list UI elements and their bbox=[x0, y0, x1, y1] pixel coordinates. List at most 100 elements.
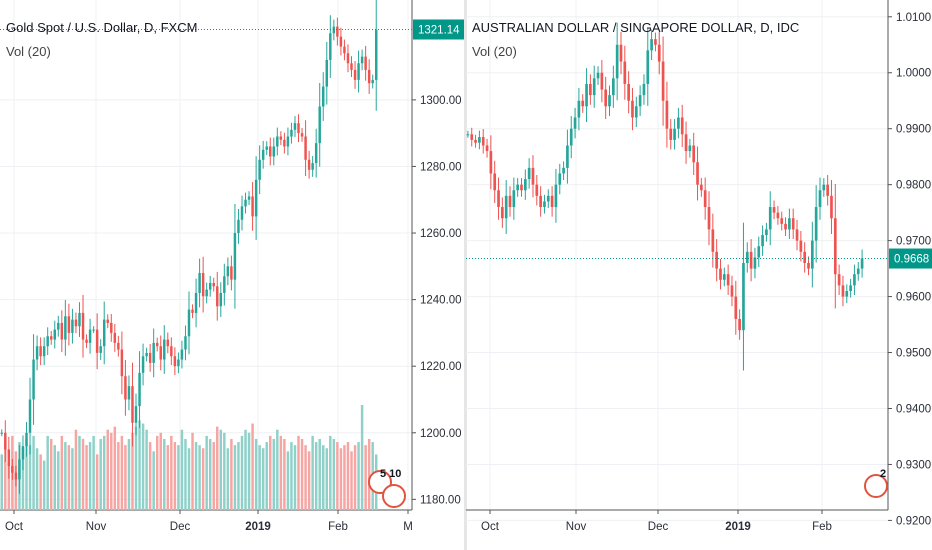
candle-body bbox=[95, 329, 99, 353]
volume-bar bbox=[113, 426, 117, 510]
y-tick-label: 0.9500 bbox=[896, 348, 931, 360]
candle-body bbox=[619, 44, 623, 62]
flag-us-icon[interactable] bbox=[382, 484, 406, 508]
volume-bar bbox=[350, 451, 353, 510]
volume-bar bbox=[212, 442, 215, 510]
candle-body bbox=[562, 167, 565, 174]
candle-body bbox=[711, 229, 715, 252]
volume-bar bbox=[170, 435, 173, 510]
volume-bar bbox=[293, 445, 297, 510]
candle-body bbox=[141, 356, 145, 373]
volume-bar bbox=[173, 442, 177, 510]
candle-body bbox=[535, 184, 539, 196]
candle-body bbox=[554, 184, 558, 208]
volume-bar bbox=[32, 435, 35, 510]
y-tick-label: 1220.00 bbox=[420, 361, 462, 373]
volume-bar bbox=[339, 448, 343, 510]
candle-body bbox=[654, 39, 657, 45]
candle-body bbox=[353, 69, 357, 80]
candle-body bbox=[21, 446, 25, 460]
volume-bar bbox=[201, 448, 205, 510]
volume-bar bbox=[279, 435, 283, 510]
volume-bar bbox=[110, 432, 113, 510]
candle-body bbox=[314, 143, 318, 164]
x-tick-label: Feb bbox=[812, 521, 832, 533]
candle-body bbox=[251, 196, 254, 217]
candle-body bbox=[611, 78, 615, 96]
volume-bar bbox=[325, 448, 329, 510]
gold-chart-pane[interactable]: 1300.00 1280.00 1260.00 1240.00 1220.00 1200.… bbox=[0, 0, 466, 550]
candle-body bbox=[35, 346, 39, 360]
candle-body bbox=[692, 145, 696, 163]
candle-body bbox=[680, 117, 684, 135]
candle-body bbox=[230, 266, 233, 280]
volume-bar bbox=[194, 442, 198, 510]
candle-body bbox=[650, 39, 653, 51]
candle-body bbox=[134, 406, 138, 423]
candle-body bbox=[512, 190, 516, 208]
volume-bar bbox=[332, 438, 336, 510]
candle-body bbox=[247, 196, 251, 200]
volume-bar bbox=[360, 405, 364, 510]
volume-bar bbox=[272, 438, 276, 510]
volume-bar bbox=[145, 429, 148, 510]
volume-bar bbox=[357, 442, 360, 510]
candle-body bbox=[596, 72, 600, 79]
audsgd-chart-canvas[interactable]: 1.0100 1.0000 0.9900 0.9800 0.9700 0.9600 0.95… bbox=[466, 0, 932, 550]
y-tick-label: 0.9400 bbox=[896, 403, 931, 415]
candle-body bbox=[745, 251, 749, 263]
volume-bar bbox=[7, 463, 11, 510]
x-tick-label: Oct bbox=[5, 521, 24, 533]
candle-body bbox=[46, 336, 49, 347]
y-tick-label: 0.9800 bbox=[896, 180, 931, 192]
volume-bar bbox=[71, 448, 74, 510]
audsgd-chart-title: AUSTRALIAN DOLLAR / SINGAPORE DOLLAR, D,… bbox=[472, 20, 800, 35]
candle-body bbox=[25, 432, 28, 447]
candle-body bbox=[216, 286, 219, 307]
candle-body bbox=[293, 123, 297, 130]
candle-body bbox=[110, 322, 113, 333]
flag-au-icon[interactable] bbox=[864, 474, 888, 498]
candle-body bbox=[646, 50, 650, 84]
candle-body bbox=[191, 309, 194, 313]
candle-body bbox=[481, 137, 485, 146]
candle-body bbox=[261, 149, 265, 160]
candle-body bbox=[516, 184, 520, 191]
candle-body bbox=[240, 206, 244, 220]
candle-body bbox=[673, 128, 676, 140]
candle-body bbox=[523, 179, 527, 191]
candle-body bbox=[856, 268, 860, 275]
candle-body bbox=[501, 207, 504, 219]
volume-bar bbox=[28, 445, 32, 510]
candle-body bbox=[833, 218, 837, 275]
volume-bar bbox=[88, 442, 92, 510]
candle-body bbox=[677, 117, 680, 129]
candle-body bbox=[258, 159, 261, 180]
candle-body bbox=[145, 352, 148, 357]
candle-body bbox=[784, 223, 787, 230]
candle-body bbox=[57, 322, 60, 330]
pane-divider[interactable] bbox=[464, 0, 467, 550]
volume-bar bbox=[364, 445, 367, 510]
candle-body bbox=[508, 195, 512, 208]
candle-body bbox=[184, 336, 187, 350]
candle-body bbox=[99, 346, 102, 353]
candle-body bbox=[67, 316, 71, 333]
volume-bar bbox=[191, 432, 194, 510]
candle-body bbox=[117, 342, 120, 350]
candle-body bbox=[772, 207, 776, 213]
x-tick-label: Oct bbox=[481, 521, 500, 533]
candle-body bbox=[753, 257, 757, 269]
candle-body bbox=[290, 129, 293, 137]
candle-body bbox=[657, 44, 661, 62]
volume-bar bbox=[247, 432, 251, 510]
candle-body bbox=[304, 136, 307, 160]
volume-bar bbox=[124, 445, 127, 510]
volume-bar bbox=[208, 438, 212, 510]
gold-chart-title: Gold Spot / U.S. Dollar, D, FXCM bbox=[6, 20, 198, 35]
audsgd-chart-pane[interactable]: 1.0100 1.0000 0.9900 0.9800 0.9700 0.9600 0.95… bbox=[466, 0, 932, 550]
candle-body bbox=[719, 268, 722, 280]
candle-body bbox=[311, 163, 314, 170]
candle-body bbox=[350, 63, 353, 70]
volume-bar bbox=[106, 429, 109, 510]
